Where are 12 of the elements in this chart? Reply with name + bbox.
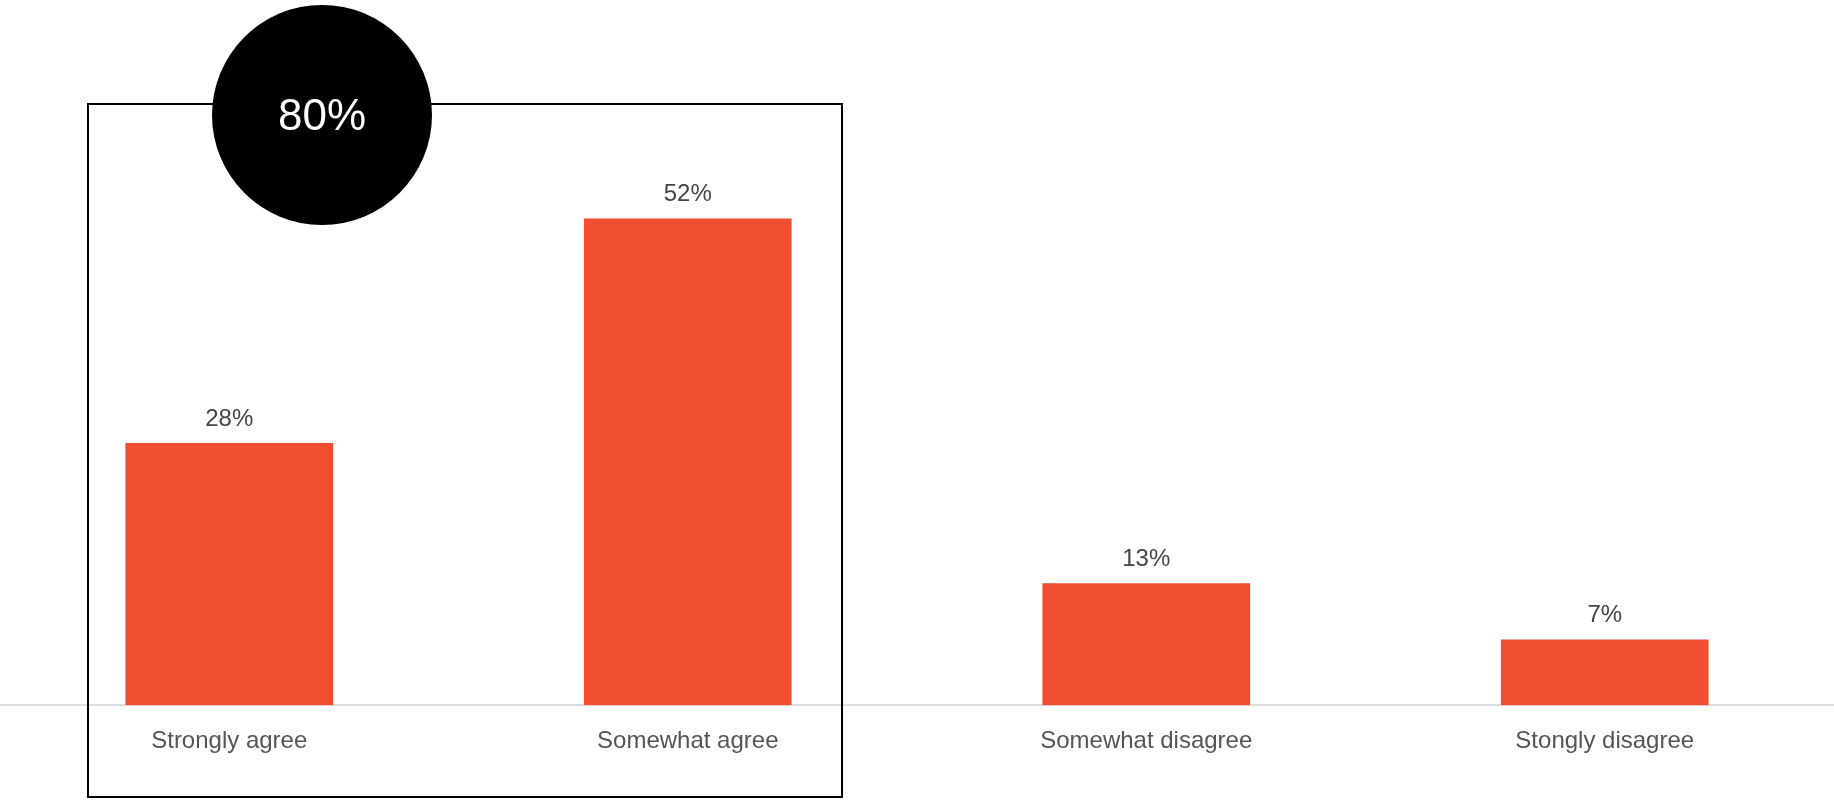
bar — [583, 218, 792, 706]
bar — [1500, 639, 1709, 706]
data-label: 28% — [205, 403, 254, 431]
bar — [125, 442, 334, 706]
bar — [1042, 583, 1251, 706]
x-tick-label: Strongly agree — [151, 726, 308, 754]
x-tick-label: Somewhat agree — [597, 726, 779, 754]
x-tick-label: Stongly disagree — [1515, 726, 1695, 754]
x-tick-label: Somewhat disagree — [1040, 726, 1253, 754]
data-label: 13% — [1122, 544, 1171, 572]
data-label: 52% — [663, 179, 712, 207]
data-label: 7% — [1587, 600, 1623, 628]
